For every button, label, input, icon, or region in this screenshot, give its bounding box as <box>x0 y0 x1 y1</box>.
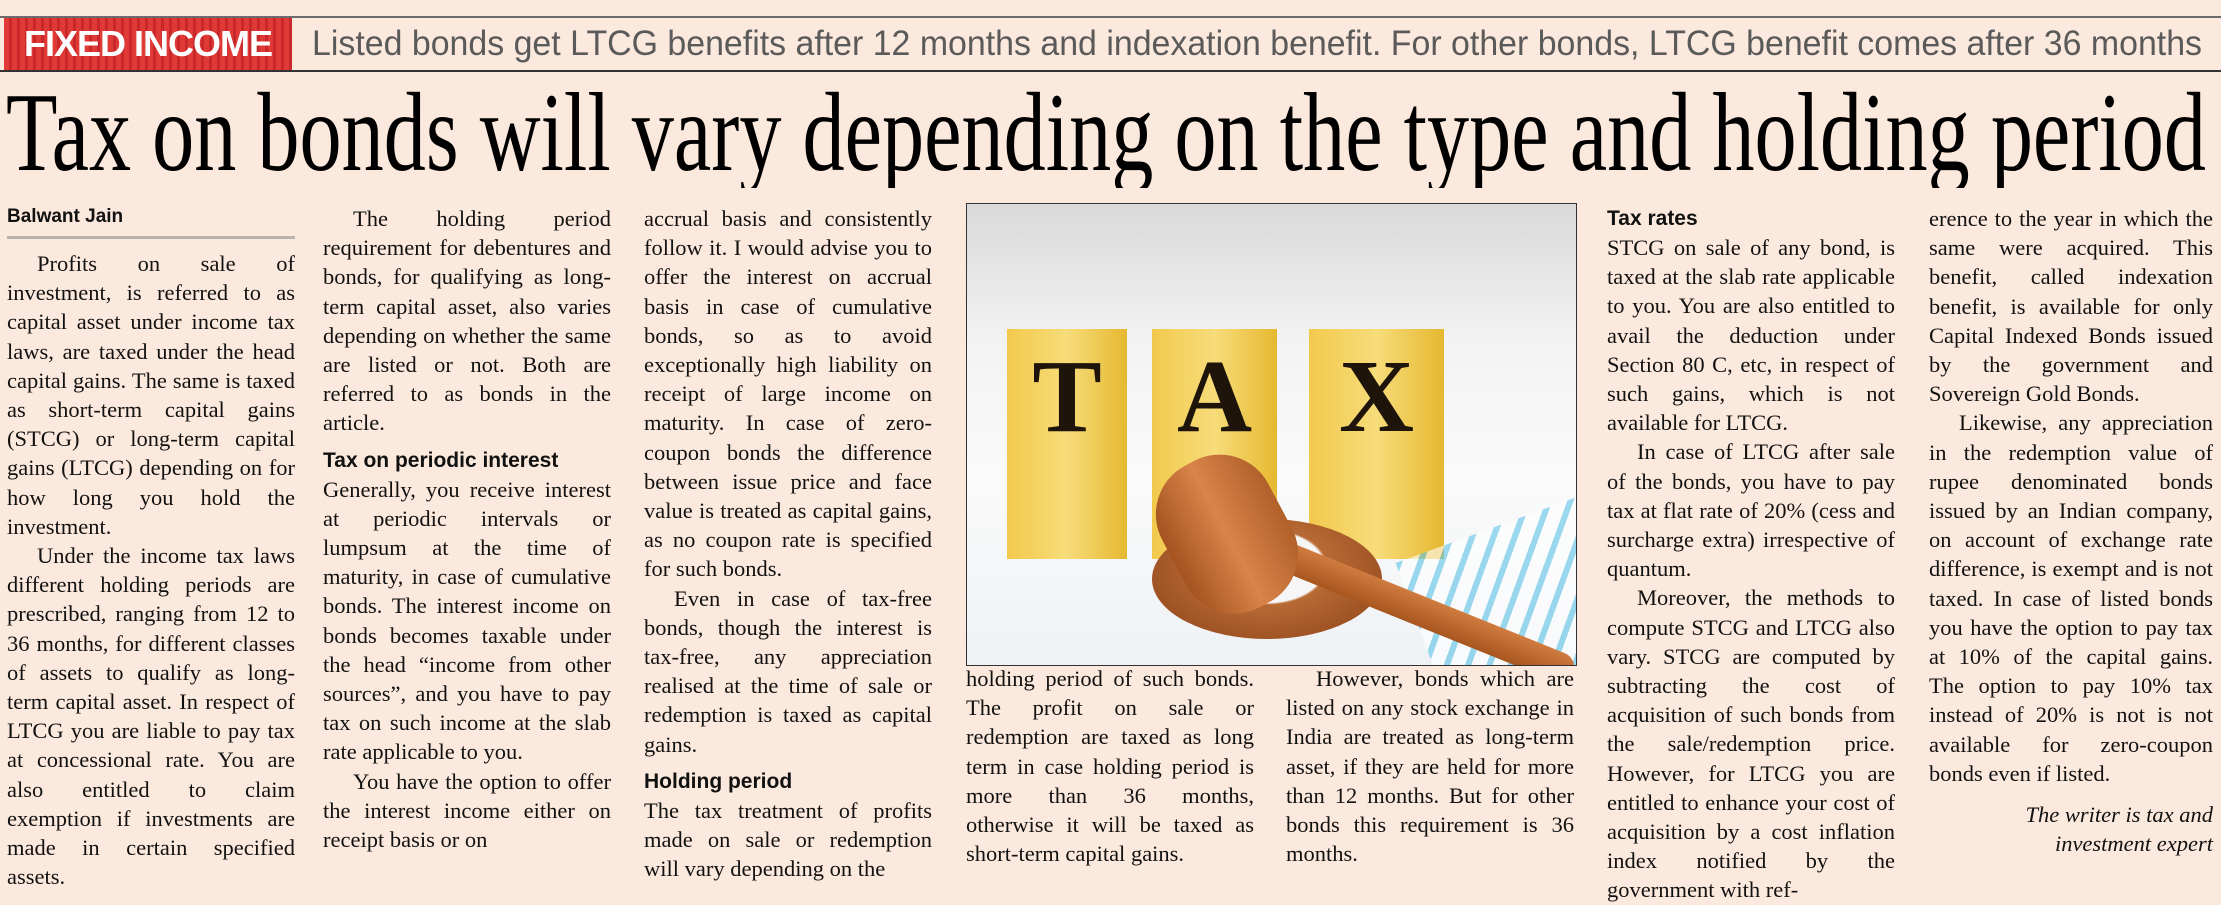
tax-block-x: X <box>1309 329 1444 559</box>
subtitle-text: Listed bonds get LTCG benefits after 12 … <box>312 24 2202 63</box>
section-rule <box>0 16 2221 72</box>
column-6: Tax rates STCG on sale of any bond, is t… <box>1607 204 1895 905</box>
author-credit: The writer is tax and investment expert <box>2025 802 2213 857</box>
subheading: Tax on periodic interest <box>323 448 559 472</box>
column-7: erence to the year in which the same wer… <box>1929 204 2213 858</box>
paragraph: The holding period requirement for deben… <box>323 206 611 436</box>
paragraph: Even in case of tax-free bonds, though t… <box>644 585 932 757</box>
tax-block-t: T <box>1007 329 1127 559</box>
paragraph: holding period of such bonds. The profit… <box>966 666 1254 867</box>
paragraph: Moreover, the methods to compute STCG an… <box>1607 585 1895 903</box>
paragraph: Likewise, any appreciation in the redemp… <box>1929 410 2213 786</box>
column-5: However, bonds which are listed on any s… <box>1286 664 1574 868</box>
headline: Tax on bonds will vary depending on the … <box>6 78 2211 188</box>
headline-text: Tax on bonds will vary depending on the … <box>6 78 2206 188</box>
paragraph: However, bonds which are listed on any s… <box>1286 666 1574 867</box>
byline: Balwant Jain <box>7 204 295 239</box>
paragraph: Generally, you receive interest at perio… <box>323 476 611 765</box>
column-2: The holding period requirement for deben… <box>323 204 611 854</box>
subtitle: Listed bonds get LTCG benefits after 12 … <box>312 22 2207 66</box>
column-4: holding period of such bonds. The profit… <box>966 664 1254 868</box>
section-label: FIXED INCOME <box>4 18 292 70</box>
paragraph: Profits on sale of investment, is referr… <box>7 251 295 539</box>
section-label-text: FIXED INCOME <box>23 23 273 64</box>
paragraph: You have the option to offer the interes… <box>323 768 611 853</box>
column-1: Balwant Jain Profits on sale of investme… <box>7 204 295 891</box>
paragraph: The tax treatment of profits made on sal… <box>644 797 932 882</box>
paragraph: STCG on sale of any bond, is taxed at th… <box>1607 235 1895 436</box>
paragraph: erence to the year in which the same wer… <box>1929 206 2213 407</box>
subheading: Tax rates <box>1607 207 1698 230</box>
subheading: Holding period <box>644 769 793 793</box>
paragraph: In case of LTCG after sale of the bonds,… <box>1607 439 1895 582</box>
column-3: accrual basis and consistently follow it… <box>644 204 932 883</box>
paragraph: accrual basis and consistently follow it… <box>644 206 932 582</box>
tax-gavel-photo: T A X <box>966 203 1577 666</box>
paragraph: Under the income tax laws different hold… <box>7 543 295 890</box>
